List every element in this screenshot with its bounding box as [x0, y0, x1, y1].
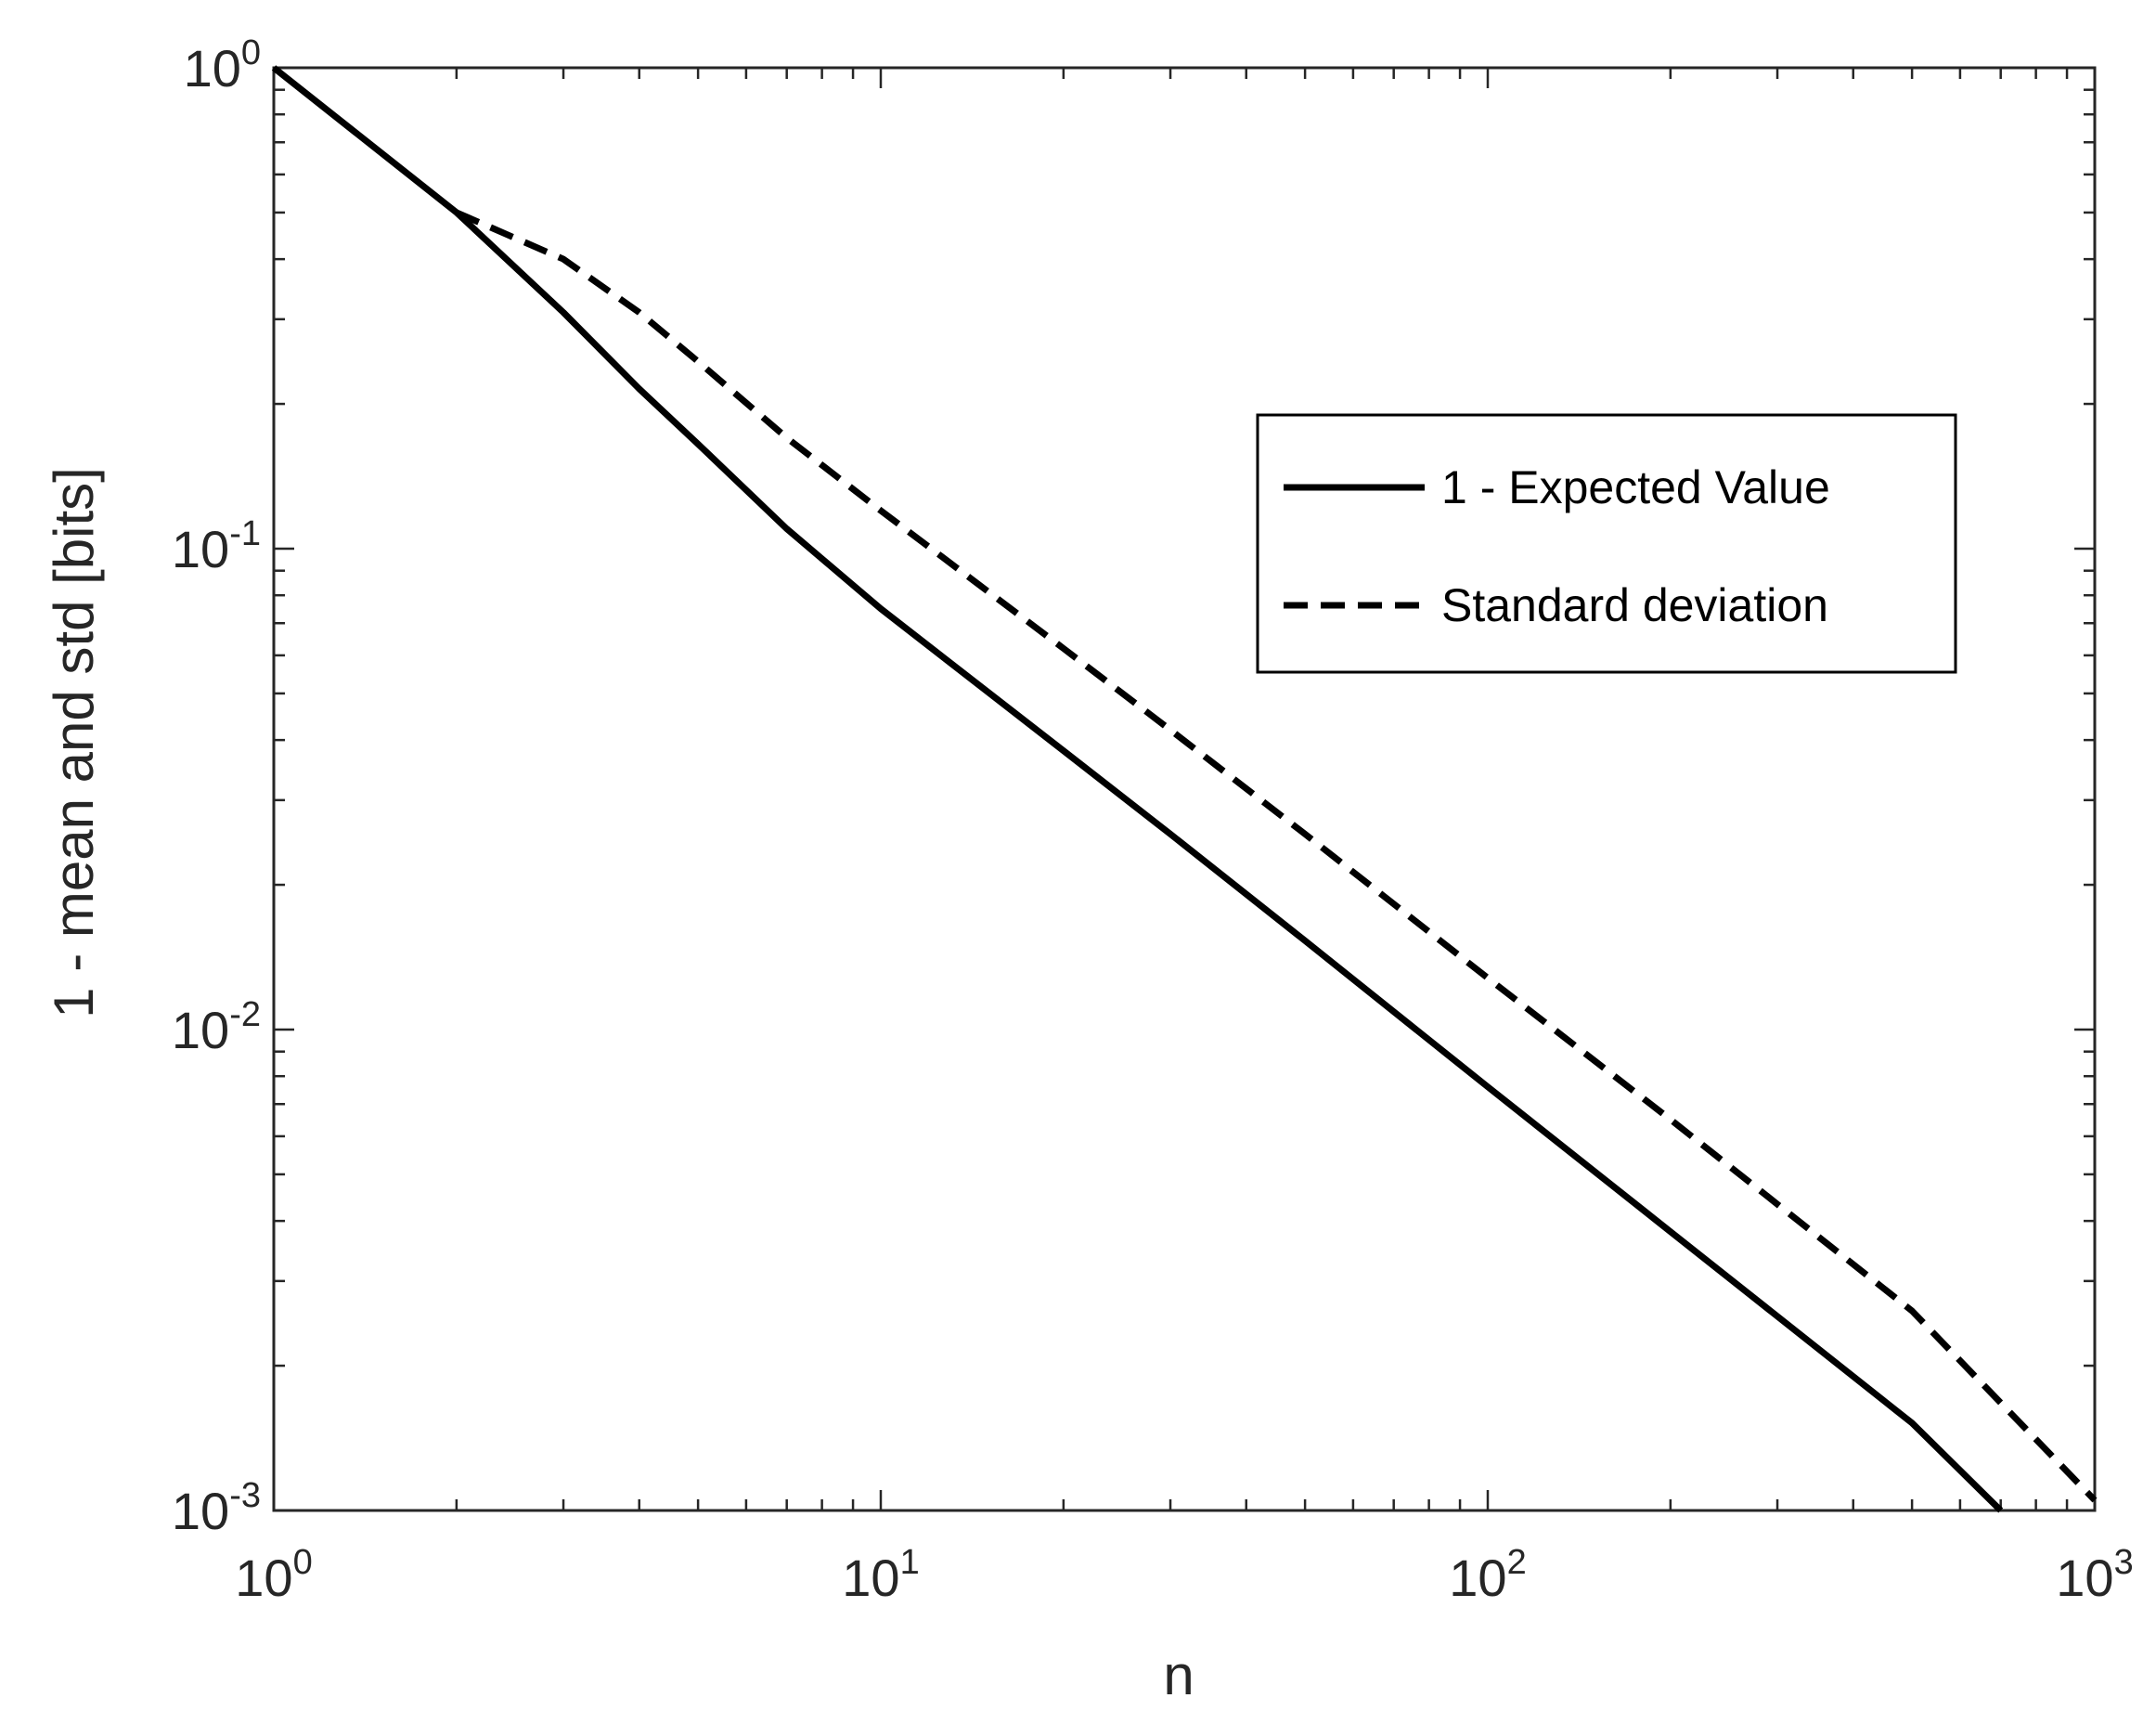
y-tick-label: 10-2: [172, 995, 261, 1059]
x-tick-label: 103: [2056, 1543, 2133, 1607]
x-tick-label: 101: [842, 1543, 919, 1607]
plot-frame: [272, 66, 2097, 1512]
x-axis-label: n: [1163, 1644, 1194, 1706]
y-tick-label: 10-1: [172, 514, 261, 578]
x-tick-label: 100: [235, 1543, 312, 1607]
major-ticks: [272, 66, 2097, 1512]
legend: 1 - Expected Value Standard deviation: [1256, 413, 1957, 674]
tick-labels: 100 101 102 103 100 10-1 10-2 10-3: [172, 33, 2134, 1607]
y-tick-label: 10-3: [172, 1476, 261, 1540]
plot-area: [272, 66, 2097, 1512]
series-layer: [271, 65, 2098, 1513]
legend-box: [1256, 413, 1957, 674]
minor-ticks: [274, 68, 2095, 1510]
x-tick-label: 102: [1449, 1543, 1526, 1607]
series-line-standard-deviation: [455, 209, 2098, 1503]
legend-label-expected-value: 1 - Expected Value: [1441, 461, 1830, 513]
legend-label-standard-deviation: Standard deviation: [1441, 579, 1828, 631]
y-axis-label: 1 - mean and std [bits]: [43, 467, 105, 1018]
series-line-expected-value: [271, 65, 2004, 1513]
y-tick-label: 100: [184, 33, 261, 97]
